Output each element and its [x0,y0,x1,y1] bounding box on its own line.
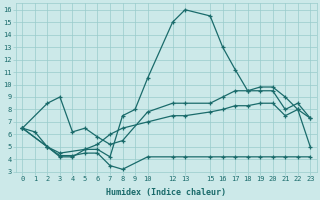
X-axis label: Humidex (Indice chaleur): Humidex (Indice chaleur) [106,188,226,197]
